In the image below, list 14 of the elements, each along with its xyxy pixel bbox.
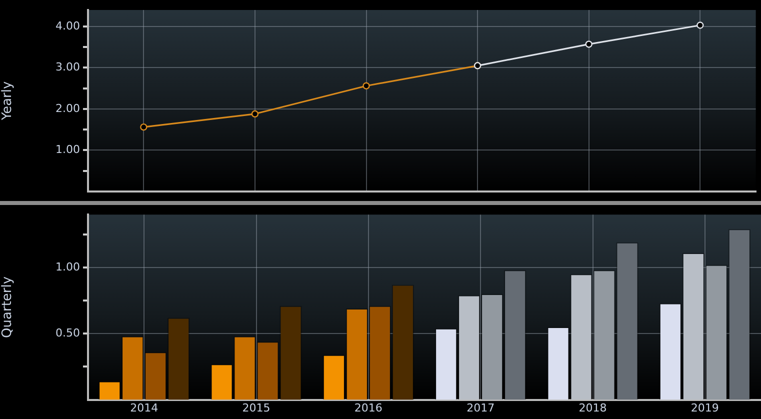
y-tick-label: 2.00 [56,102,80,115]
y-tick-label: 1.00 [56,260,80,274]
x-tick-label: 2014 [130,401,158,414]
y-axis-title: Quarterly [0,276,16,338]
x-tick-label: 2017 [466,401,495,414]
x-tick-label: 2019 [690,401,719,414]
y-tick-label: 1.00 [56,143,80,156]
y-tick-label: 3.00 [56,60,80,74]
y-tick-label: 4.00 [56,19,80,32]
y-axis-title: Yearly [0,80,16,122]
x-tick-label: 2016 [354,401,382,414]
x-tick-label: 2015 [242,401,270,414]
x-tick-label: 2018 [578,401,607,414]
y-tick-label: 0.50 [56,326,80,340]
